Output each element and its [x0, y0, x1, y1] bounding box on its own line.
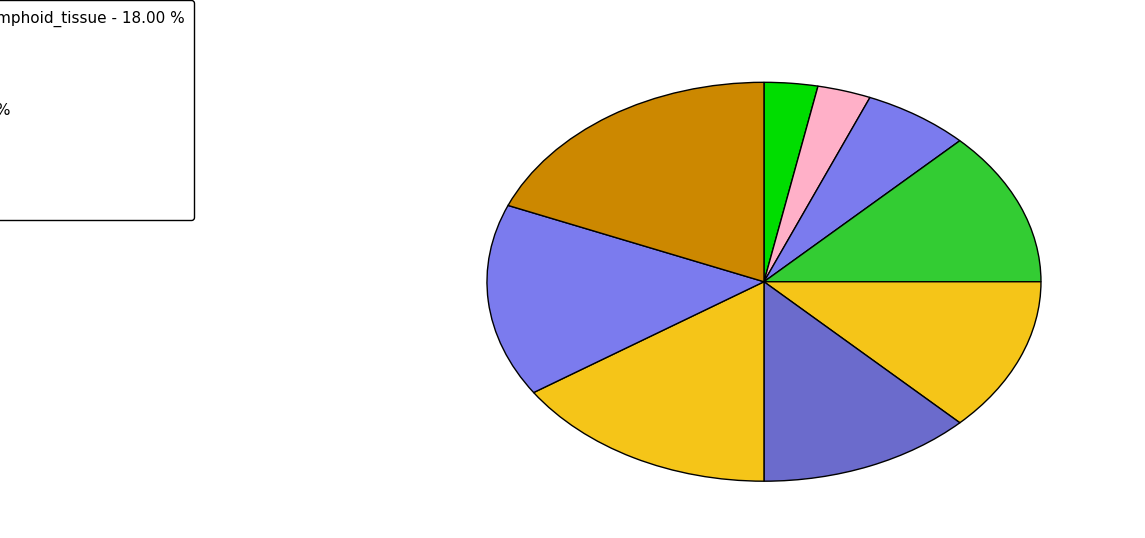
- Wedge shape: [764, 282, 960, 481]
- Wedge shape: [534, 282, 764, 481]
- Legend: haematopoietic_and_lymphoid_tissue - 18.00 %, breast - 15.00 %, lung - 15.00 %, : haematopoietic_and_lymphoid_tissue - 18.…: [0, 0, 195, 220]
- Wedge shape: [508, 82, 764, 282]
- Wedge shape: [487, 206, 764, 393]
- Wedge shape: [764, 141, 1041, 282]
- Wedge shape: [764, 282, 1041, 423]
- Wedge shape: [764, 86, 870, 282]
- Wedge shape: [764, 97, 960, 282]
- Wedge shape: [764, 82, 818, 282]
